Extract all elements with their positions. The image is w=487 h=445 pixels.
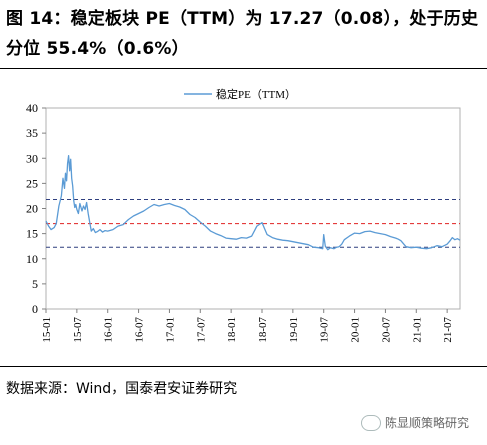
x-tick-label: 15-01 xyxy=(41,317,53,343)
wechat-icon xyxy=(360,414,381,431)
top-divider xyxy=(0,68,487,69)
series-line-stable-pe xyxy=(45,155,461,251)
x-tick-label: 21-01 xyxy=(411,317,423,343)
chart-area: 0 5 10 15 20 25 30 35 40 15-01 15-07 16-01 16-07 17-0… xyxy=(0,72,487,362)
y-tick-label: 25 xyxy=(26,176,38,190)
x-tick-label: 19-07 xyxy=(319,317,331,343)
y-tick-label: 40 xyxy=(26,101,38,115)
x-tick-label: 18-01 xyxy=(226,317,238,343)
x-tick-label: 17-01 xyxy=(164,317,176,343)
x-tick-label: 20-07 xyxy=(380,317,392,343)
x-tick-label: 18-07 xyxy=(257,317,269,343)
y-tick-label: 0 xyxy=(32,302,38,316)
x-tick-label: 17-07 xyxy=(195,317,207,343)
x-tick-label: 20-01 xyxy=(350,317,362,343)
y-tick-label: 10 xyxy=(26,252,38,266)
watermark: 陈显顺策略研究 xyxy=(360,414,469,431)
y-tick-label: 35 xyxy=(26,126,38,140)
y-tick-label: 15 xyxy=(26,227,38,241)
x-tick-label: 16-07 xyxy=(134,317,146,343)
legend-label: 稳定PE（TTM） xyxy=(216,87,296,101)
plot-frame xyxy=(45,107,461,310)
watermark-text: 陈显顺策略研究 xyxy=(384,416,469,430)
y-tick-label: 30 xyxy=(26,151,38,165)
source-note: 数据来源：Wind，国泰君安证券研究 xyxy=(6,381,238,397)
y-tick-label: 5 xyxy=(32,277,38,291)
x-tick-label: 15-07 xyxy=(72,317,84,343)
x-tick-label: 16-01 xyxy=(103,317,115,343)
x-tick-label: 21-07 xyxy=(442,317,454,343)
pe-line-chart: 0 5 10 15 20 25 30 35 40 15-01 15-07 16-01 16-07 17-0… xyxy=(26,87,461,343)
chart-title: 图 14：稳定板块 PE（TTM）为 17.27（0.08），处于历史分位 55… xyxy=(6,9,479,59)
x-tick-label: 19-01 xyxy=(288,317,300,343)
bottom-divider xyxy=(0,366,487,367)
y-tick-label: 20 xyxy=(26,202,38,216)
